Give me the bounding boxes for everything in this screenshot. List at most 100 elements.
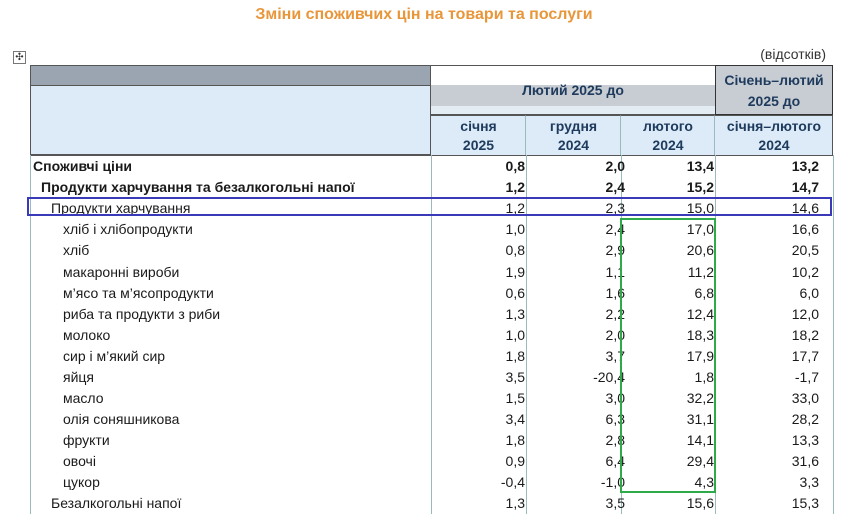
- cell-dec: 3,7: [605, 348, 625, 364]
- cell-feb: 17,0: [686, 221, 714, 237]
- table-row: риба та продукти з риби 1,3 2,2 12,4 12,…: [30, 304, 833, 325]
- page-title: Зміни споживчих цін на товари та послуги: [255, 6, 593, 23]
- header-janfeb-line1: Січень–лютий: [724, 72, 824, 88]
- cell-janfeb: 12,0: [791, 306, 819, 322]
- cell-feb: 15,2: [686, 179, 714, 195]
- header-janfeb-line2: 2025 до: [747, 93, 801, 109]
- cell-janfeb: 14,7: [791, 179, 819, 195]
- cell-jan: 1,0: [505, 327, 525, 343]
- table-row: макаронні вироби 1,9 1,1 11,2 10,2: [30, 262, 833, 283]
- cell-feb: 29,4: [686, 453, 714, 469]
- cell-jan: 1,2: [505, 179, 525, 195]
- header-col-janfeb-line1: січня–лютого: [726, 118, 822, 134]
- cell-janfeb: 20,5: [791, 242, 819, 258]
- table-row: Безалкогольні напої 1,3 3,5 15,6 15,3: [30, 493, 833, 514]
- header-col-dec-line2: 2024: [557, 137, 590, 153]
- cell-dec: -1,0: [600, 474, 625, 490]
- header-sub-cell: [431, 115, 526, 155]
- cell-janfeb: 16,6: [791, 221, 819, 237]
- table-row: Продукти харчування 1,2 2,3 15,0 14,6: [30, 198, 833, 219]
- cell-janfeb: 15,3: [791, 495, 819, 511]
- header-janfeb-group-cell: [715, 65, 833, 115]
- cell-janfeb: 13,2: [791, 158, 819, 174]
- cell-jan: 1,8: [505, 348, 525, 364]
- row-label: фрукти: [63, 432, 110, 448]
- cell-dec: 3,0: [605, 390, 625, 406]
- cell-jan: 1,3: [505, 306, 525, 322]
- cell-jan: 1,8: [505, 432, 525, 448]
- cell-dec: 6,4: [605, 453, 625, 469]
- row-label: Продукти харчування: [51, 200, 191, 216]
- cell-feb: 32,2: [686, 390, 714, 406]
- cell-dec: 2,0: [605, 327, 625, 343]
- cell-dec: 2,0: [605, 158, 625, 174]
- cell-feb: 15,6: [686, 495, 714, 511]
- cell-feb: 31,1: [686, 411, 714, 427]
- column-divider: [431, 155, 432, 514]
- cell-janfeb: 28,2: [791, 411, 819, 427]
- table-row: сир і м’який сир 1,8 3,7 17,9 17,7: [30, 346, 833, 367]
- column-divider: [833, 155, 834, 514]
- cell-dec: 2,4: [605, 179, 625, 195]
- header-feb-grey-band: [431, 85, 715, 106]
- row-label: риба та продукти з риби: [63, 306, 221, 322]
- table-row: масло 1,5 3,0 32,2 33,0: [30, 388, 833, 409]
- table-move-handle-icon[interactable]: ✣: [13, 51, 26, 64]
- row-label: цукор: [63, 474, 100, 490]
- cell-jan: -0,4: [500, 474, 525, 490]
- table-row: фрукти 1,8 2,8 14,1 13,3: [30, 430, 833, 451]
- cell-janfeb: 10,2: [791, 264, 819, 280]
- cell-feb: 6,8: [694, 285, 714, 301]
- cell-feb: 15,0: [686, 200, 714, 216]
- cell-jan: 3,4: [505, 411, 525, 427]
- cell-janfeb: 3,3: [799, 474, 819, 490]
- cell-janfeb: 31,6: [791, 453, 819, 469]
- units-label: (відсотків): [760, 46, 826, 62]
- cell-jan: 0,8: [505, 158, 525, 174]
- cell-jan: 1,5: [505, 390, 525, 406]
- table-row: Продукти харчування та безалкогольні нап…: [30, 177, 833, 198]
- row-label: м’ясо та м’ясопродукти: [63, 285, 214, 301]
- cell-jan: 3,5: [505, 369, 525, 385]
- header-col-feb-line1: лютого: [643, 118, 693, 134]
- table-row: Споживчі ціни 0,8 2,0 13,4 13,2: [30, 156, 833, 177]
- header-sub-cell: [621, 115, 715, 155]
- cell-dec: 1,1: [605, 264, 625, 280]
- header-col-janfeb-line2: 2024: [758, 137, 790, 153]
- header-feb-group: Лютий 2025 до: [522, 82, 624, 98]
- header-col-jan-line2: 2025: [462, 137, 495, 153]
- row-label: овочі: [63, 453, 96, 469]
- row-label: хліб і хлібопродукти: [63, 221, 193, 237]
- cell-dec: 3,5: [605, 495, 625, 511]
- row-label: Споживчі ціни: [33, 158, 133, 174]
- cell-feb: 17,9: [686, 348, 714, 364]
- cell-dec: 2,4: [605, 221, 625, 237]
- table-row: молоко 1,0 2,0 18,3 18,2: [30, 325, 833, 346]
- row-label: сир і м’який сир: [63, 348, 166, 364]
- cell-dec: 2,9: [605, 242, 625, 258]
- cell-feb: 12,4: [686, 306, 714, 322]
- cell-feb: 13,4: [686, 158, 714, 174]
- highlight-food-row: [27, 197, 832, 216]
- row-label: Продукти харчування та безалкогольні нап…: [41, 179, 355, 195]
- header-sub-cell: [715, 115, 833, 155]
- cell-janfeb: 13,3: [791, 432, 819, 448]
- cell-dec: 2,2: [605, 306, 625, 322]
- cell-janfeb: 33,0: [791, 390, 819, 406]
- cell-feb: 4,3: [694, 474, 714, 490]
- row-label: олія соняшникова: [63, 411, 180, 427]
- cell-dec: -20,4: [593, 369, 625, 385]
- cell-jan: 1,9: [505, 264, 525, 280]
- cell-feb: 1,8: [694, 369, 714, 385]
- cell-feb: 20,6: [686, 242, 714, 258]
- cell-feb: 11,2: [687, 264, 714, 280]
- header-feb-top-band: [431, 65, 715, 85]
- cell-dec: 2,8: [605, 432, 625, 448]
- row-label: яйця: [63, 369, 95, 385]
- cell-jan: 0,6: [505, 285, 525, 301]
- cell-janfeb: 18,2: [791, 327, 819, 343]
- table-row: яйця 3,5 -20,4 1,8 -1,7: [30, 367, 833, 388]
- row-label: хліб: [63, 242, 90, 258]
- header-label-top-band: [30, 65, 431, 86]
- cell-feb: 14,1: [686, 432, 714, 448]
